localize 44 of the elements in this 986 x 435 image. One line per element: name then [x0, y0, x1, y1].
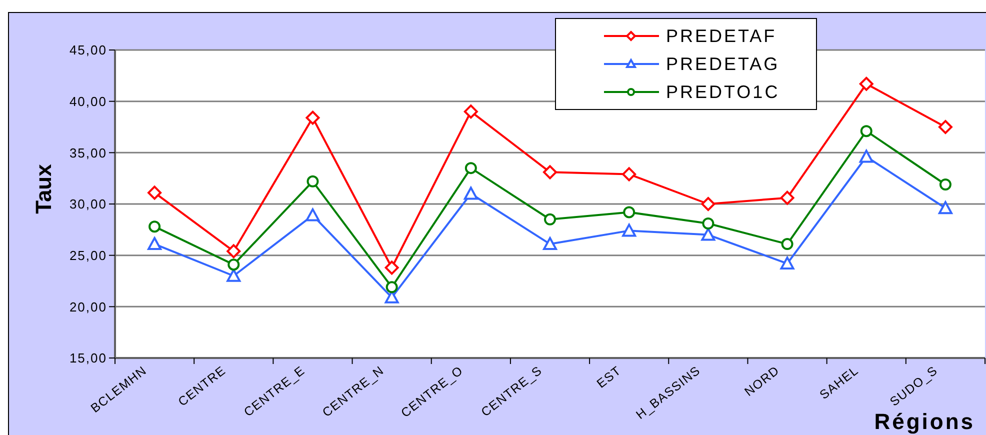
- legend-label: PREDETAG: [666, 54, 780, 74]
- y-tick-label: 25,00: [69, 248, 107, 263]
- legend-label: PREDTO1C: [666, 82, 780, 102]
- point: [702, 218, 714, 230]
- point: [464, 104, 478, 119]
- point: [543, 165, 557, 180]
- point: [780, 190, 794, 205]
- point: [859, 150, 874, 163]
- point: [543, 237, 557, 250]
- y-tick-label: 15,00: [69, 350, 107, 366]
- point: [860, 125, 872, 138]
- y-tick-label: 30,00: [69, 196, 107, 212]
- point: [781, 238, 794, 250]
- point: [622, 167, 636, 182]
- point: [938, 120, 952, 134]
- point: [384, 260, 399, 275]
- y-tick-label: 45,00: [69, 42, 107, 58]
- point: [623, 206, 636, 218]
- y-tick-label: 40,00: [69, 94, 107, 109]
- point: [228, 258, 240, 271]
- point: [938, 201, 952, 214]
- legend-label: PREDETAF: [666, 26, 777, 46]
- point: [148, 237, 162, 250]
- y-axis-title: Taux: [31, 163, 56, 214]
- point: [306, 110, 320, 125]
- point: [148, 220, 161, 233]
- point: [386, 281, 398, 294]
- point: [148, 186, 162, 200]
- point: [306, 208, 320, 222]
- point: [939, 178, 952, 190]
- point: [780, 256, 794, 270]
- point: [622, 224, 636, 237]
- point: [859, 76, 874, 91]
- x-axis-title: Régions: [874, 409, 975, 434]
- point: [464, 186, 478, 200]
- point: [306, 175, 319, 188]
- point: [701, 228, 716, 241]
- y-tick-label: 20,00: [69, 299, 107, 314]
- point: [544, 213, 556, 226]
- point: [464, 162, 477, 174]
- point: [226, 244, 241, 258]
- y-tick-label: 35,00: [69, 145, 107, 160]
- point: [701, 197, 716, 211]
- point: [226, 268, 241, 282]
